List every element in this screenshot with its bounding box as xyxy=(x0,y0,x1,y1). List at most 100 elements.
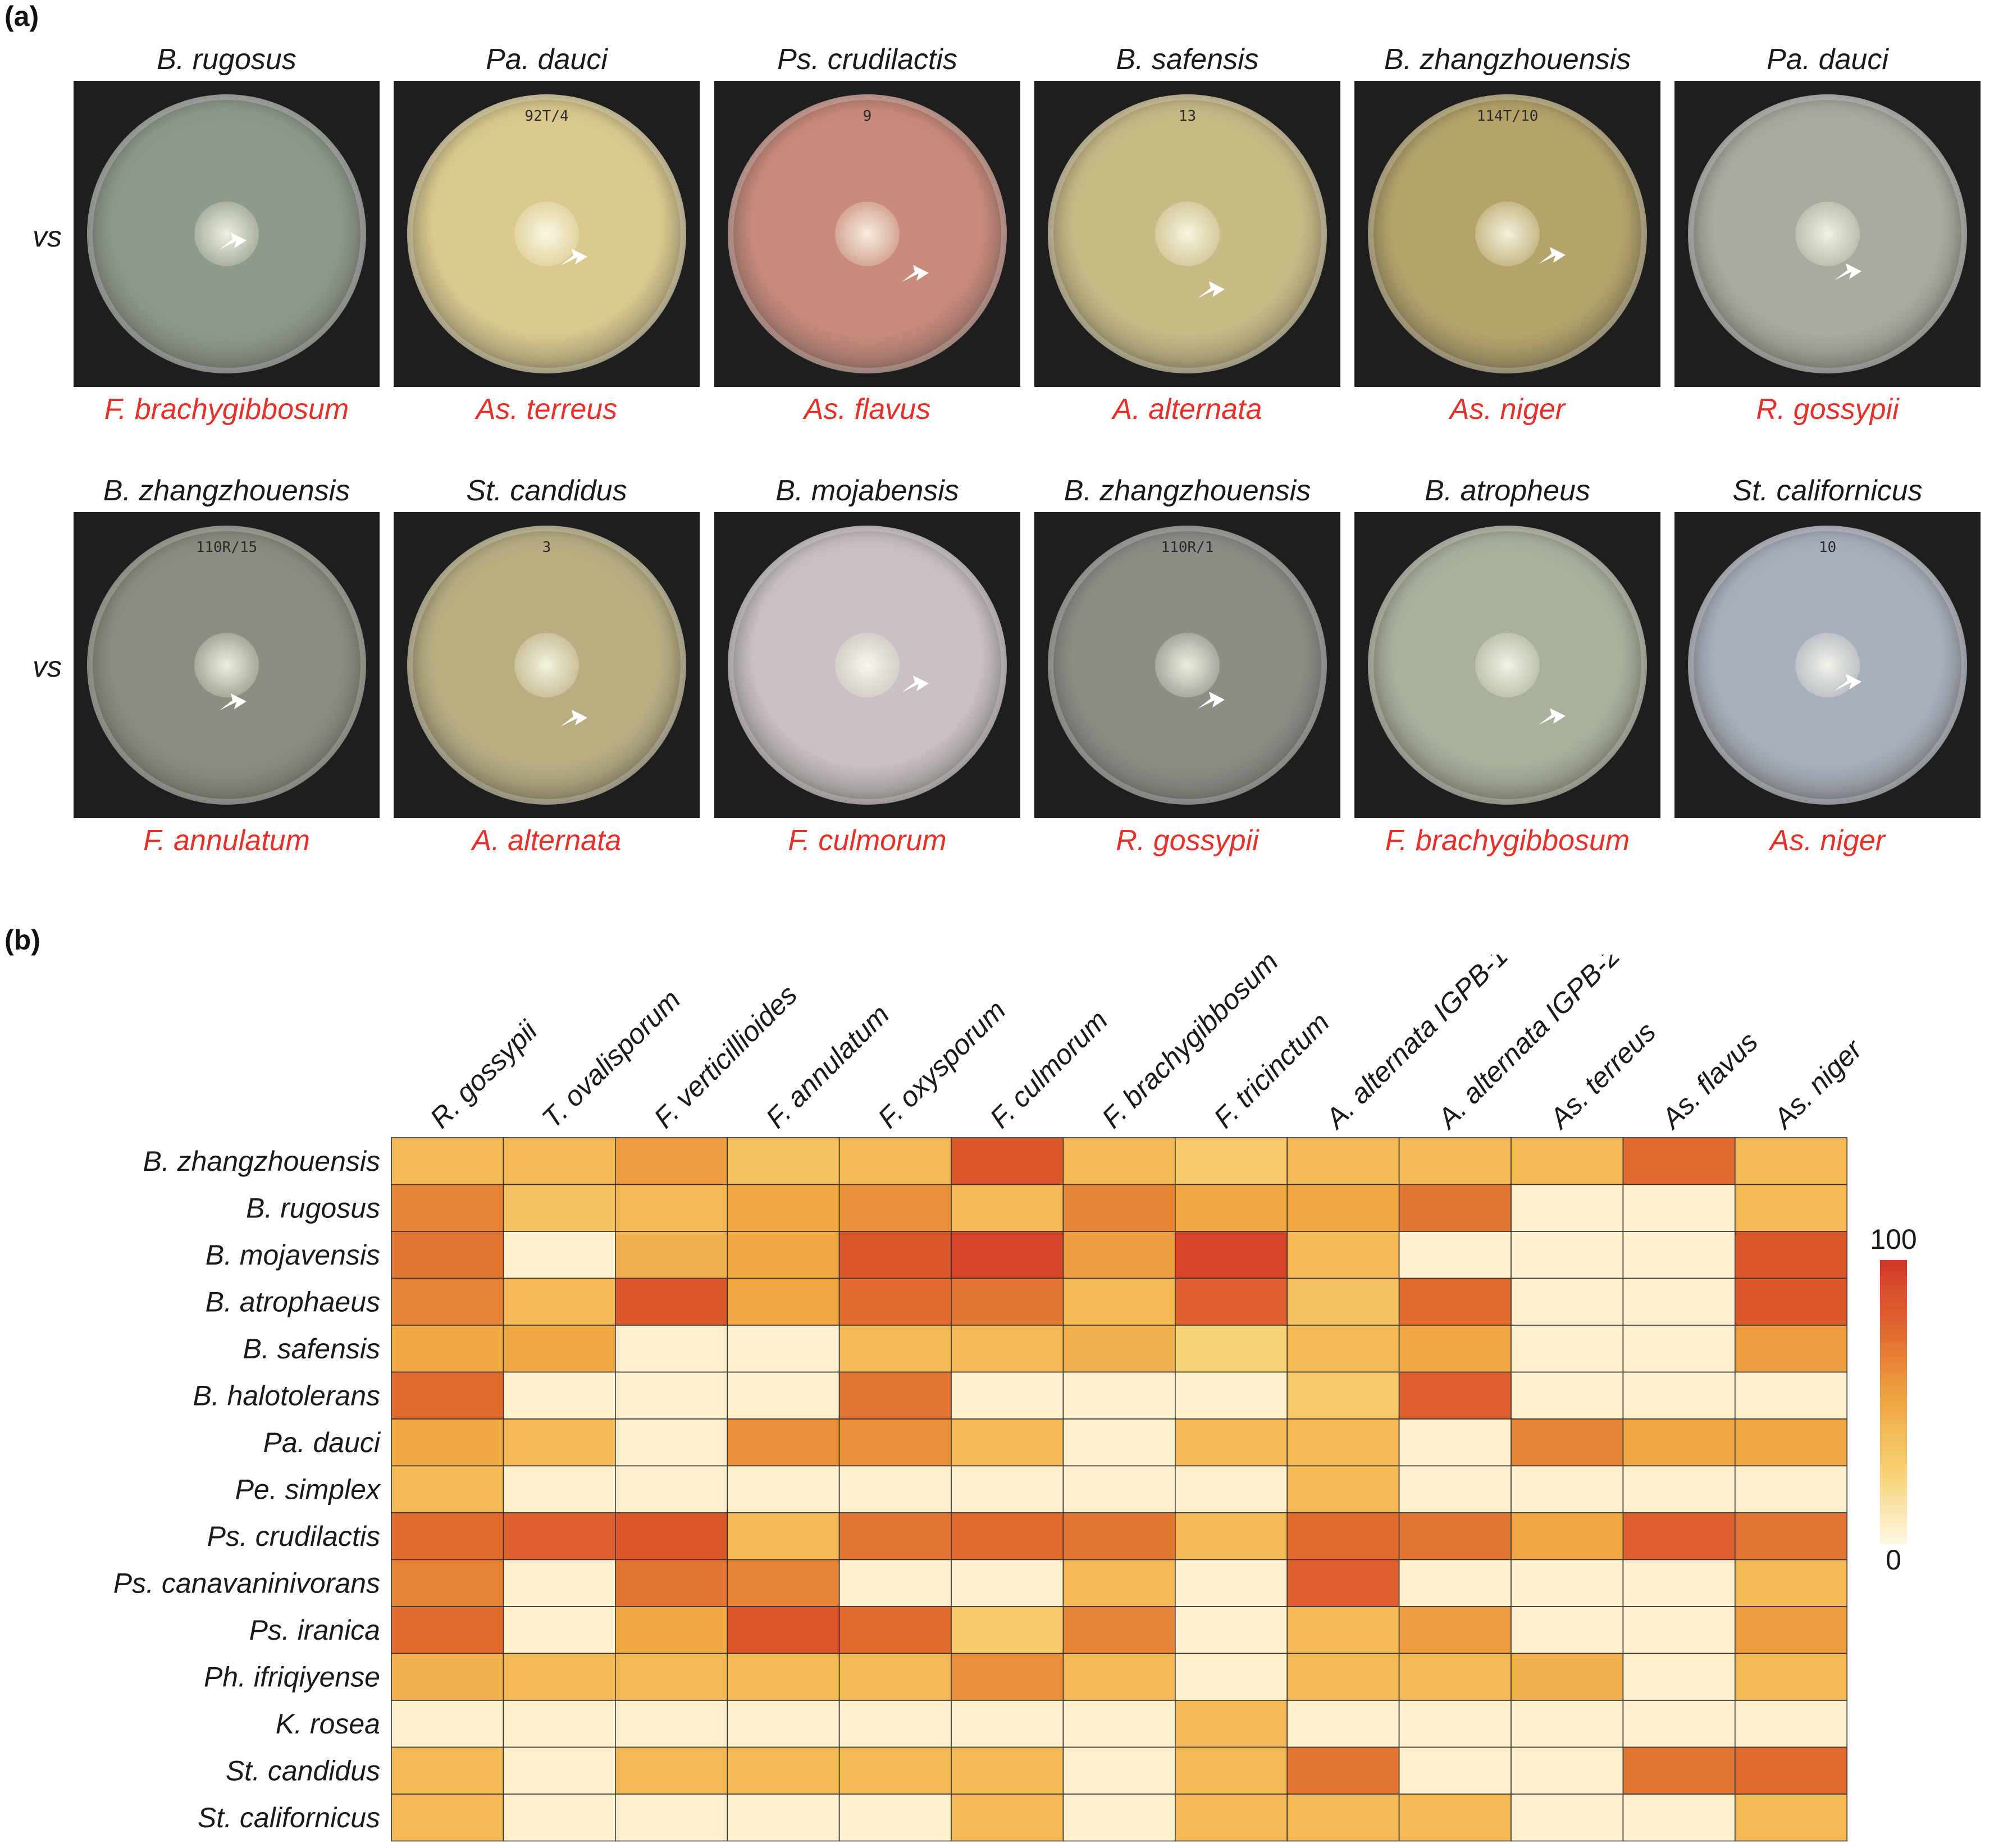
heatmap-cell xyxy=(1175,1559,1288,1607)
white-arrow-icon xyxy=(220,693,247,710)
heatmap-cell xyxy=(838,1653,952,1701)
heatmap-cell xyxy=(1286,1418,1400,1467)
panel-b-label: (b) xyxy=(4,924,40,956)
heatmap-cell xyxy=(1062,1700,1176,1748)
heatmap-cell xyxy=(1398,1184,1512,1232)
plate-handwritten-note: 110R/1 xyxy=(1161,539,1214,556)
heatmap-cell xyxy=(615,1653,728,1701)
x-axis-label: A. alternata IGPB-1 xyxy=(1318,955,1514,1135)
x-axis-label: As. terreus xyxy=(1543,1016,1662,1135)
heatmap-cell xyxy=(1735,1465,1848,1513)
white-arrow-icon xyxy=(1198,281,1225,298)
heatmap-cell xyxy=(503,1653,616,1701)
heatmap-cell xyxy=(1511,1418,1624,1467)
heatmap-cell xyxy=(1622,1794,1736,1842)
heatmap-cell xyxy=(1511,1277,1624,1326)
heatmap-cell xyxy=(1175,1184,1288,1232)
heatmap-cell xyxy=(951,1559,1064,1607)
y-axis-label: B. halotolerans xyxy=(193,1380,380,1411)
heatmap-cell xyxy=(1062,1653,1176,1701)
heatmap-cell xyxy=(1286,1184,1400,1232)
heatmap-cell xyxy=(503,1231,616,1279)
heatmap-cell xyxy=(1735,1746,1848,1795)
heatmap-cell xyxy=(838,1465,952,1513)
heatmap-cell xyxy=(391,1653,504,1701)
fungal-colony xyxy=(1795,633,1860,697)
bacterium-label: B. zhangzhouensis xyxy=(1064,474,1311,507)
fungal-colony xyxy=(1155,633,1220,697)
heatmap-cell xyxy=(1735,1700,1848,1748)
fungal-colony xyxy=(514,202,579,266)
heatmap-cell xyxy=(1286,1606,1400,1654)
heatmap-cell xyxy=(951,1700,1064,1748)
bacterium-label: St. californicus xyxy=(1732,474,1923,507)
heatmap-cell xyxy=(727,1794,840,1842)
heatmap-cell xyxy=(1175,1794,1288,1842)
heatmap-cell xyxy=(951,1653,1064,1701)
heatmap-cell xyxy=(838,1231,952,1279)
plate-handwritten-note: 13 xyxy=(1178,108,1197,125)
heatmap-cell xyxy=(615,1231,728,1279)
heatmap-cell xyxy=(951,1184,1064,1232)
bacterium-label: B. rugosus xyxy=(157,43,296,76)
heatmap-cell xyxy=(1062,1277,1176,1326)
heatmap-cell xyxy=(1175,1700,1288,1748)
heatmap-cell xyxy=(951,1325,1064,1373)
heatmap-cell xyxy=(1062,1371,1176,1420)
heatmap-cell xyxy=(838,1418,952,1467)
y-axis-label: Ps. iranica xyxy=(249,1614,380,1646)
heatmap-cell xyxy=(1062,1184,1176,1232)
fungal-colony xyxy=(194,633,259,697)
heatmap-cell xyxy=(503,1325,616,1373)
y-axis-label: Pa. dauci xyxy=(263,1427,381,1458)
heatmap-cell xyxy=(1398,1231,1512,1279)
y-axis-label: B. atrophaeus xyxy=(206,1286,380,1317)
heatmap-cell xyxy=(1398,1371,1512,1420)
heatmap-cell xyxy=(503,1794,616,1842)
heatmap-cell xyxy=(1062,1559,1176,1607)
x-axis-label: As. flavus xyxy=(1654,1026,1764,1135)
heatmap-cell xyxy=(1511,1746,1624,1795)
heatmap-cell xyxy=(503,1418,616,1467)
heatmap-cell xyxy=(1286,1231,1400,1279)
heatmap-cell xyxy=(503,1559,616,1607)
heatmap-cell xyxy=(1735,1606,1848,1654)
heatmap-cell xyxy=(1735,1184,1848,1232)
plate-cell: Ps. crudilactis 9 As. flavus xyxy=(714,38,1020,432)
heatmap-cell xyxy=(727,1277,840,1326)
colorbar-min-label: 0 xyxy=(1886,1544,1901,1576)
heatmap-cell xyxy=(391,1559,504,1607)
heatmap-cell xyxy=(1175,1137,1288,1185)
fungus-label: F. annulatum xyxy=(143,824,310,857)
plate-cell: B. zhangzhouensis 110R/1 R. gossypii xyxy=(1034,469,1340,863)
y-axis-label: B. mojavensis xyxy=(206,1239,380,1271)
heatmap-cell xyxy=(615,1184,728,1232)
fungus-label: R. gossypii xyxy=(1116,824,1259,857)
fungus-label: As. flavus xyxy=(804,393,931,426)
heatmap-cell xyxy=(1286,1794,1400,1842)
heatmap-cell xyxy=(391,1277,504,1326)
heatmap-cell xyxy=(503,1184,616,1232)
heatmap-cell xyxy=(391,1137,504,1185)
white-arrow-icon xyxy=(1835,263,1861,280)
fungus-label: F. brachygibbosum xyxy=(1385,824,1630,857)
heatmap-cell xyxy=(1398,1137,1512,1185)
heatmap-cell xyxy=(1286,1277,1400,1326)
heatmap-cell xyxy=(1398,1277,1512,1326)
plate-cell: St. candidus 3 A. alternata xyxy=(394,469,700,863)
heatmap-cell xyxy=(727,1465,840,1513)
heatmap-cell xyxy=(615,1465,728,1513)
plate-handwritten-note: 10 xyxy=(1818,539,1837,556)
petri-dish-image: 9 xyxy=(714,81,1020,387)
heatmap-cell xyxy=(615,1606,728,1654)
heatmap-cell xyxy=(1062,1418,1176,1467)
white-arrow-icon xyxy=(220,232,247,249)
heatmap-cell xyxy=(1735,1137,1848,1185)
heatmap-cell xyxy=(1286,1371,1400,1420)
bacterium-label: B. zhangzhouensis xyxy=(103,474,350,507)
heatmap-cell xyxy=(1175,1418,1288,1467)
petri-dish-image xyxy=(74,81,380,387)
x-axis-label: F. tricinctum xyxy=(1208,1006,1336,1134)
heatmap-cell xyxy=(727,1746,840,1795)
heatmap-cell xyxy=(1622,1418,1736,1467)
